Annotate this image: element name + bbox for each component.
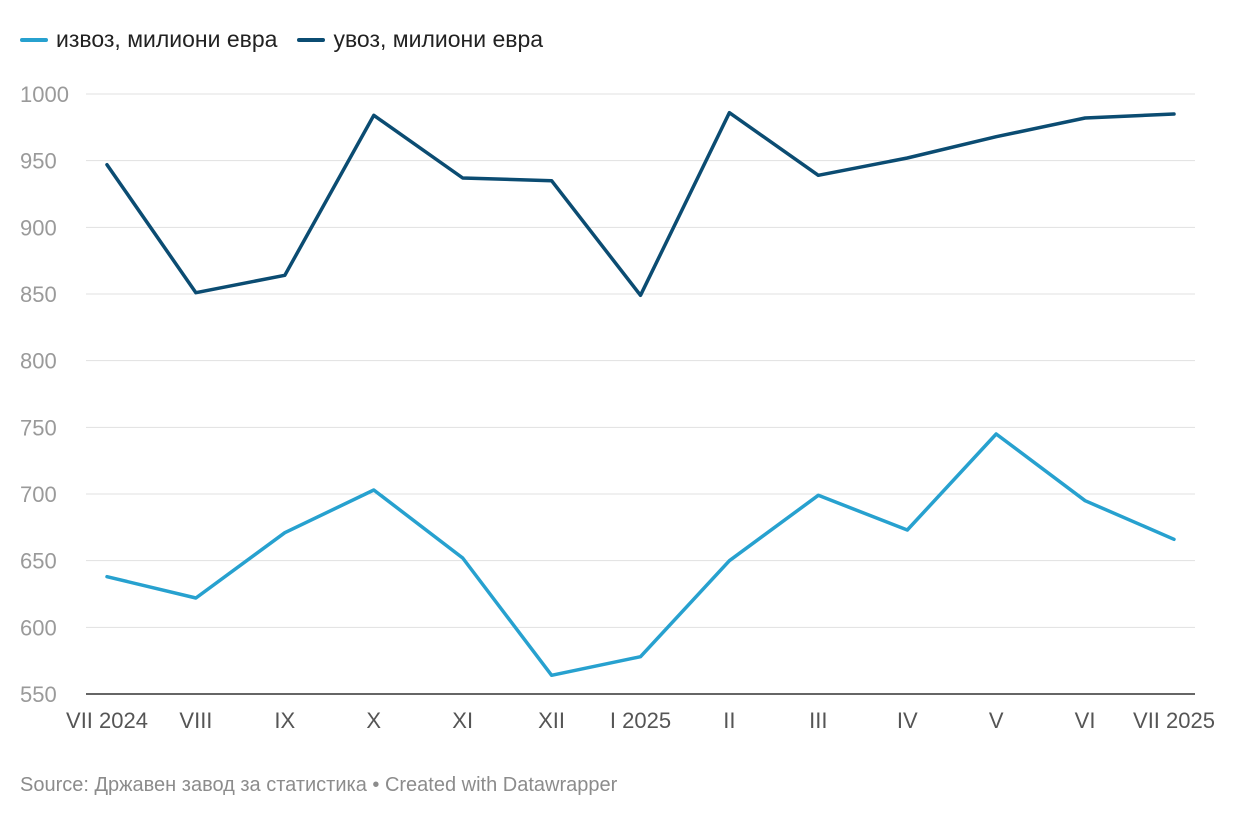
- x-tick-label: V: [989, 708, 1004, 733]
- legend-swatch-export: [20, 37, 48, 42]
- x-tick-label: VII 2025: [1133, 708, 1215, 733]
- y-tick-label: 850: [20, 282, 57, 307]
- legend-label-import: увоз, милиони евра: [333, 26, 544, 52]
- y-tick-label: 900: [20, 215, 57, 240]
- x-tick-label: X: [366, 708, 381, 733]
- series-lines: [105, 110, 1176, 678]
- x-axis-ticks: VII 2024 VIII IX X XI XII I 2025 II III IV V VI VII …: [66, 708, 1215, 733]
- y-tick-label: 800: [20, 349, 57, 374]
- x-tick-label: III: [809, 708, 827, 733]
- y-tick-label: 1000: [20, 82, 69, 107]
- legend-item-export: извоз, милиони евра: [20, 26, 277, 53]
- y-tick-label: 750: [20, 415, 57, 440]
- legend-swatch-import: [297, 37, 326, 42]
- source-footer: Source: Државен завод за статистика • Cr…: [20, 774, 618, 796]
- x-tick-label: IX: [274, 708, 295, 733]
- x-tick-label: II: [723, 708, 735, 733]
- series-line-export: [105, 432, 1176, 678]
- legend-item-import: увоз, милиони евра: [297, 26, 543, 53]
- y-tick-label: 650: [20, 549, 57, 574]
- x-tick-label: VII 2024: [66, 708, 148, 733]
- x-tick-label: XII: [538, 708, 565, 733]
- x-tick-label: I 2025: [610, 708, 671, 733]
- y-tick-label: 600: [20, 615, 57, 640]
- y-tick-label: 950: [20, 149, 57, 174]
- grid-lines: [86, 93, 1195, 695]
- series-line-import: [105, 110, 1176, 298]
- x-tick-label: IV: [897, 708, 918, 733]
- x-tick-label: XI: [452, 708, 473, 733]
- legend: извоз, милиони евра увоз, милиони евра: [20, 26, 543, 53]
- x-tick-label: VI: [1075, 708, 1096, 733]
- y-tick-label: 550: [20, 682, 57, 707]
- legend-label-export: извоз, милиони евра: [56, 26, 278, 52]
- x-tick-label: VIII: [179, 708, 212, 733]
- y-axis-ticks: 550 600 650 700 750 800 850 900 950 1000: [20, 82, 69, 707]
- y-tick-label: 700: [20, 482, 57, 507]
